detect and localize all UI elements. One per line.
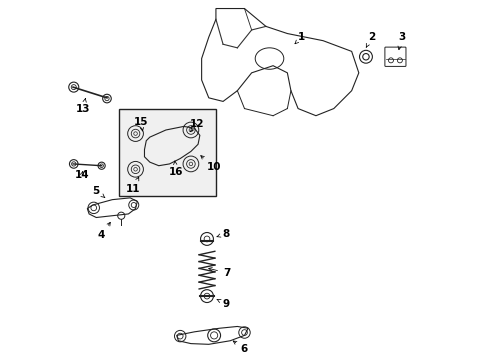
Text: 14: 14 xyxy=(75,170,89,180)
Text: 9: 9 xyxy=(217,299,229,309)
Text: 4: 4 xyxy=(98,222,110,240)
Text: 10: 10 xyxy=(201,156,221,172)
Text: 6: 6 xyxy=(233,341,247,354)
Text: 1: 1 xyxy=(294,32,305,44)
FancyBboxPatch shape xyxy=(119,109,216,196)
Text: 13: 13 xyxy=(76,99,90,114)
Text: 5: 5 xyxy=(92,186,104,198)
Text: 15: 15 xyxy=(133,117,148,131)
Text: 11: 11 xyxy=(125,177,140,194)
Text: 2: 2 xyxy=(366,32,374,48)
Text: 16: 16 xyxy=(168,161,183,177)
Text: 12: 12 xyxy=(190,118,204,131)
Text: 8: 8 xyxy=(216,229,229,239)
Text: 3: 3 xyxy=(397,32,405,50)
Text: 7: 7 xyxy=(208,267,230,278)
